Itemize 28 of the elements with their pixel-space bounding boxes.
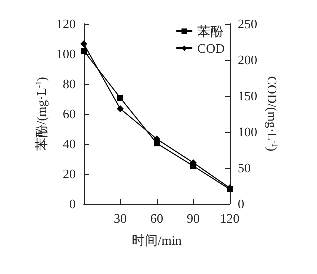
y-tick-label: 40 xyxy=(63,136,76,152)
x-tick-label: 60 xyxy=(150,211,164,226)
point xyxy=(118,95,124,102)
point xyxy=(154,140,160,147)
y-axis-title: 苯酚/(mg·L-1) xyxy=(34,77,49,151)
x-axis-title: 时间/min xyxy=(132,233,182,248)
point xyxy=(190,163,196,170)
point xyxy=(81,48,87,54)
x-tick-label: 90 xyxy=(187,211,200,226)
y2-tick-label: 100 xyxy=(238,124,258,140)
y2-tick-label: 150 xyxy=(238,88,258,104)
y-tick-label: 20 xyxy=(63,166,76,182)
y2-tick-label: 250 xyxy=(238,16,258,32)
y2-tick-label: 0 xyxy=(238,196,244,212)
x-tick-label: 120 xyxy=(220,211,240,226)
x-tick-label: 30 xyxy=(114,211,127,226)
y-tick-label: 100 xyxy=(56,46,76,62)
y-tick-label: 120 xyxy=(56,16,76,32)
legend-label: 苯酚 xyxy=(198,24,224,39)
y-tick-label: 0 xyxy=(70,196,76,212)
y-tick-label: 60 xyxy=(63,106,76,122)
legend-label: COD xyxy=(198,41,226,56)
y-tick-label: 80 xyxy=(63,76,76,92)
y2-tick-label: 200 xyxy=(238,52,258,68)
y2-axis-title: COD/(mg·L-1) xyxy=(265,76,280,152)
point xyxy=(80,40,88,48)
y2-tick-label: 50 xyxy=(238,160,251,176)
point xyxy=(117,105,124,112)
